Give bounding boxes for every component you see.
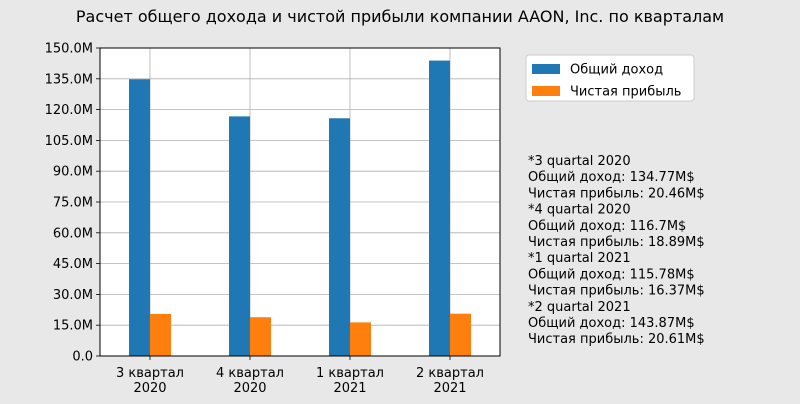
x-tick-label: 2 квартал 2021 (416, 366, 484, 396)
y-tick-label: 45.0M (53, 257, 93, 272)
bar-total-revenue (129, 79, 150, 356)
plot-frame (99, 47, 501, 357)
annotation-line: Общий доход: 116.7M$ (528, 219, 686, 234)
x-tick-label: 4 квартал 2020 (216, 366, 284, 396)
bar-total-revenue (229, 116, 250, 356)
bar-net-profit (450, 313, 471, 356)
y-tick-label: 90.0M (53, 165, 93, 180)
annotation-line: *1 quartal 2021 (528, 251, 631, 266)
y-tick-label: 0.0 (72, 350, 93, 365)
bar-total-revenue (329, 118, 350, 356)
annotation-line: Чистая прибыль: 16.37M$ (528, 284, 705, 299)
annotation-line: *3 quartal 2020 (528, 154, 631, 169)
y-tick-label: 75.0M (53, 196, 93, 211)
y-tick-label: 120.0M (45, 103, 93, 118)
annotation-line: Общий доход: 115.78M$ (528, 267, 695, 282)
legend-label: Чистая прибыль (570, 85, 681, 100)
legend-swatch (532, 64, 560, 74)
annotation-line: Общий доход: 134.77M$ (528, 170, 695, 185)
annotation-line: Чистая прибыль: 20.61M$ (528, 332, 705, 347)
bar-net-profit (350, 322, 371, 356)
bar-net-profit (150, 313, 171, 356)
annotation-line: Чистая прибыль: 20.46M$ (528, 186, 705, 201)
y-tick-label: 105.0M (45, 134, 93, 149)
y-tick-label: 60.0M (53, 226, 93, 241)
y-tick-label: 135.0M (45, 72, 93, 87)
y-tick-label: 15.0M (53, 319, 93, 334)
annotation-line: *4 quartal 2020 (528, 203, 631, 218)
x-tick-label: 1 квартал 2021 (316, 366, 384, 396)
x-tick-label: 3 квартал 2020 (116, 366, 184, 396)
bars (129, 60, 471, 356)
y-tick-label: 150.0M (45, 42, 93, 57)
legend-box (525, 54, 695, 102)
chart-title: Расчет общего дохода и чистой прибыли ко… (76, 7, 724, 26)
legend-label: Общий доход (570, 63, 663, 78)
annotation-line: Чистая прибыль: 18.89M$ (528, 235, 705, 250)
y-tick-label: 30.0M (53, 288, 93, 303)
bar-net-profit (250, 317, 271, 356)
axes: 0.0 15.0M 30.0M 45.0M 60.0M 75.0M 90.0M 105.0M 1… (45, 42, 501, 396)
legend-swatch (532, 86, 560, 96)
annotation-line: Общий доход: 143.87M$ (528, 316, 695, 331)
annotation-line: *2 quartal 2021 (528, 300, 631, 315)
legend: Общий доход Чистая прибыль (525, 54, 695, 102)
bar-total-revenue (429, 60, 450, 356)
